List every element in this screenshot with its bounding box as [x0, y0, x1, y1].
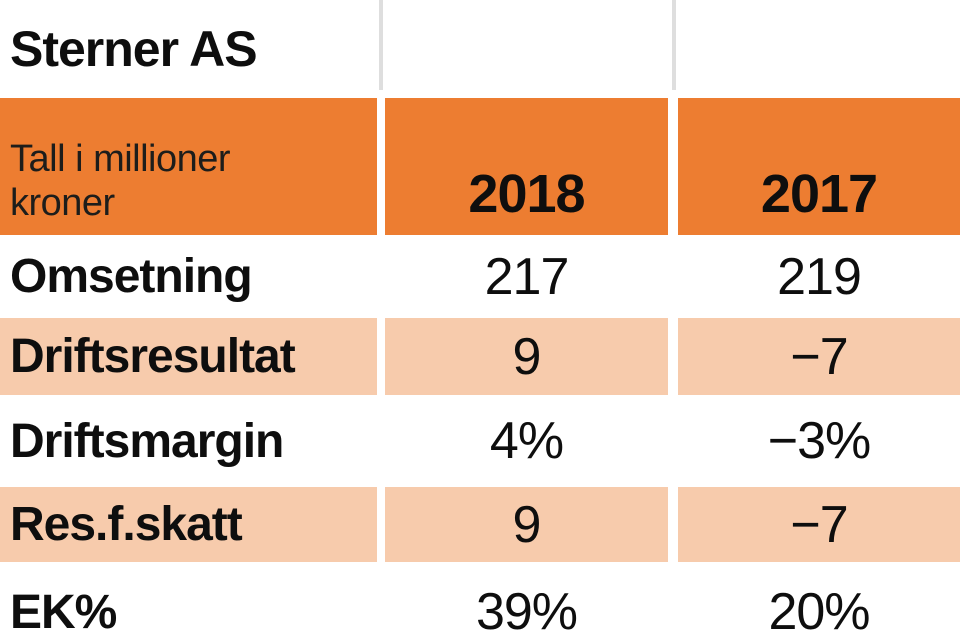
company-title: Sterner AS [10, 21, 258, 77]
row-label-cell: Driftsresultat [0, 318, 377, 395]
row-label: Driftsresultat [10, 330, 296, 383]
value-2018: 9 [385, 487, 668, 562]
column-header-2017-label: 2017 [760, 164, 878, 224]
column-divider-line-1 [379, 0, 383, 90]
value-2017: −7 [678, 487, 960, 562]
title-row: Sterner AS [0, 0, 960, 98]
row-label: Omsetning [10, 250, 253, 303]
column-header-2017: 2017 [678, 98, 960, 235]
row-label-cell: Omsetning [0, 235, 377, 318]
value-2017: −7 [678, 318, 960, 395]
table-row-ek-percent: EK% 39% 20% [0, 562, 960, 644]
table-row-driftsresultat: Driftsresultat 9 −7 [0, 318, 960, 395]
unit-label-cell: Tall i millioner kroner [0, 98, 377, 235]
table-row-res-f-skatt: Res.f.skatt 9 −7 [0, 487, 960, 562]
column-divider-line-2 [672, 0, 676, 90]
table-row-omsetning: Omsetning 217 219 [0, 235, 960, 318]
value-2017: −3% [767, 412, 872, 470]
table-row-driftsmargin: Driftsmargin 4% −3% [0, 395, 960, 487]
value-2018: 217 [484, 247, 570, 306]
row-label: Driftsmargin [10, 414, 284, 468]
unit-label: Tall i millioner kroner [10, 137, 231, 224]
company-title-cell: Sterner AS [0, 0, 377, 98]
value-2017: 219 [777, 247, 862, 306]
column-header-2018: 2018 [385, 98, 668, 235]
column-header-2018-label: 2018 [468, 164, 585, 224]
value-2018: 9 [385, 318, 668, 395]
row-label: EK% [10, 585, 117, 639]
value-2018: 4% [489, 412, 564, 470]
value-2018: 39% [475, 583, 578, 641]
table-header-row: Tall i millioner kroner 2018 2017 [0, 98, 960, 235]
value-2017: 20% [768, 583, 870, 641]
row-label-cell: Driftsmargin [0, 395, 377, 487]
row-label-cell: Res.f.skatt [0, 487, 377, 562]
row-label-cell: EK% [0, 562, 377, 644]
row-label: Res.f.skatt [10, 498, 243, 551]
